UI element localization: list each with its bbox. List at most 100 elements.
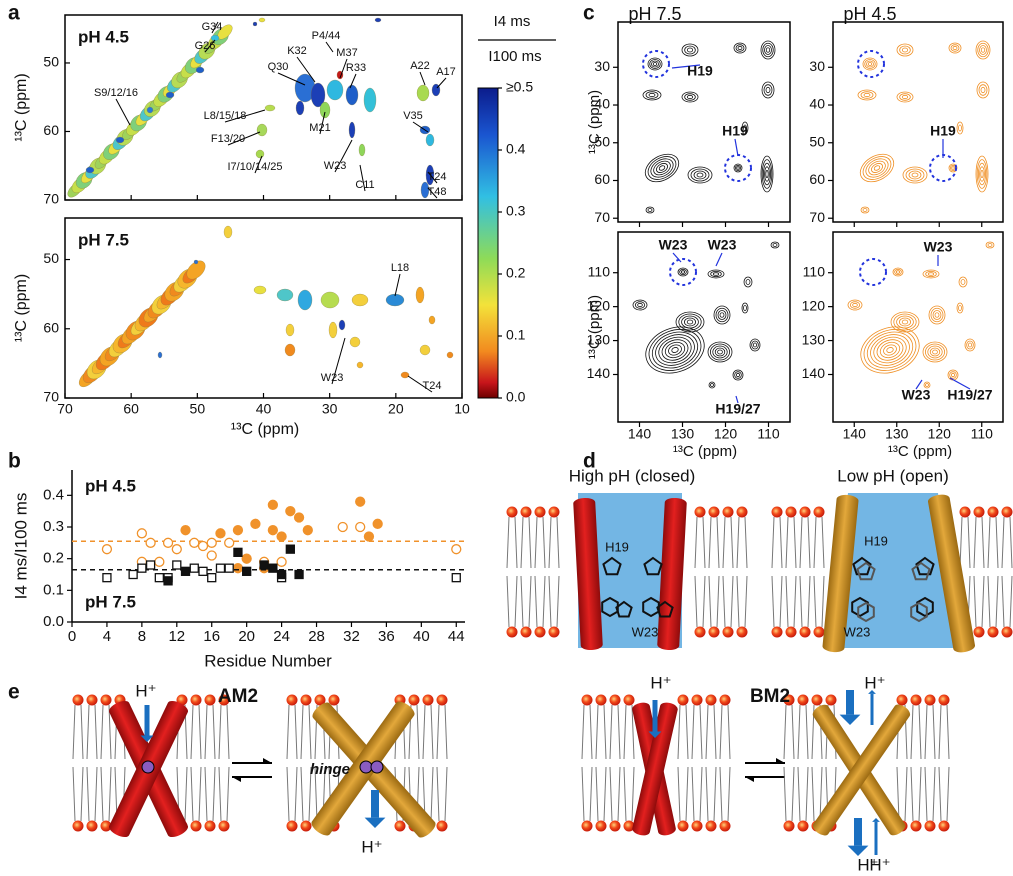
contour xyxy=(883,344,897,356)
contour xyxy=(765,86,771,94)
lipid-tail xyxy=(713,704,717,760)
contour xyxy=(925,270,937,278)
lipid-head xyxy=(300,820,312,832)
data-point xyxy=(128,569,138,580)
data-point xyxy=(276,569,287,580)
contour xyxy=(632,299,648,311)
lipid-tail xyxy=(603,766,607,822)
y-axis-label: ¹³C (ppm) xyxy=(586,295,603,359)
contour xyxy=(866,331,914,369)
contour xyxy=(905,168,925,182)
lipid-tail xyxy=(436,766,440,822)
contour xyxy=(975,40,991,60)
side-chain-ring xyxy=(601,596,619,618)
lipid-head xyxy=(328,694,340,706)
lipid-tail xyxy=(108,704,112,760)
contour xyxy=(901,94,909,100)
lipid-tail xyxy=(967,516,971,569)
lipid-tail xyxy=(436,704,440,760)
lipid-tail xyxy=(226,704,230,760)
contour xyxy=(647,208,653,212)
lipid-tail xyxy=(973,516,977,569)
contour xyxy=(862,208,868,212)
peak-label: F13/20 xyxy=(211,133,245,145)
lipid-head xyxy=(813,626,825,638)
contour xyxy=(925,383,929,387)
contour xyxy=(684,317,697,327)
lipid-tail xyxy=(528,575,532,628)
contour xyxy=(680,270,686,274)
peak-label: A17 xyxy=(436,66,456,78)
lipid-tail xyxy=(730,575,734,628)
lipid-head xyxy=(218,820,230,832)
lipid-tail xyxy=(995,516,999,569)
x-tick-label: 20 xyxy=(388,401,404,417)
peak-label: S9/12/16 xyxy=(94,87,138,99)
lipid-tail xyxy=(981,516,985,569)
equilibrium-arrow-head xyxy=(776,758,785,763)
data-point xyxy=(224,537,235,548)
lipid-head xyxy=(581,820,593,832)
lipid-tail xyxy=(924,766,928,822)
data-point xyxy=(206,537,217,548)
helix-cylinder xyxy=(927,494,976,653)
lipid-head xyxy=(705,820,717,832)
proton-arrow-head xyxy=(648,731,662,738)
lipid-head xyxy=(719,820,731,832)
lipid-head xyxy=(204,820,216,832)
lipid-head xyxy=(100,694,112,706)
peak-label: L8/15/18 xyxy=(204,110,247,122)
lipid-tail xyxy=(821,516,825,569)
lipid-head xyxy=(708,626,720,638)
spectrum-peak xyxy=(258,17,266,23)
spectrum-peak xyxy=(328,321,338,339)
lipid-head xyxy=(938,694,950,706)
lipid-head xyxy=(1001,626,1013,638)
contour xyxy=(987,243,993,247)
lipid-head xyxy=(811,694,823,706)
side-chain-ring xyxy=(916,596,934,618)
lipid-tail xyxy=(212,704,216,760)
proton-label: H⁺ xyxy=(864,673,885,692)
contour xyxy=(866,60,874,68)
contour xyxy=(860,326,920,374)
data-point xyxy=(451,544,462,555)
contour xyxy=(684,93,696,101)
contour xyxy=(879,341,901,359)
side-chain-ring xyxy=(615,600,633,618)
y-tick-label: 50 xyxy=(809,133,825,149)
contour xyxy=(949,371,957,379)
spectrum-peak xyxy=(420,181,430,199)
data-point xyxy=(293,512,305,523)
lipid-tail xyxy=(727,766,731,822)
lipid-head xyxy=(581,694,593,706)
lipid-head xyxy=(506,506,518,518)
lipid-head xyxy=(719,694,731,706)
contour xyxy=(923,381,931,389)
contour xyxy=(651,60,659,68)
hinge-residue xyxy=(141,760,155,774)
annotation-leader xyxy=(734,138,739,157)
lipid-head xyxy=(987,626,999,638)
contour xyxy=(899,45,911,55)
peak-label: M21 xyxy=(309,122,330,134)
peak-leader xyxy=(412,121,429,133)
lipid-tail xyxy=(609,704,613,760)
lipid-tail xyxy=(785,575,789,628)
x-tick-label: 140 xyxy=(843,426,867,442)
x-tick-label: 40 xyxy=(413,628,430,645)
peak-label: G26 xyxy=(195,40,216,52)
residue-label: H19 xyxy=(864,533,888,548)
contour xyxy=(978,162,987,186)
side-chain-ring xyxy=(643,556,663,576)
lipid-tail xyxy=(779,516,783,569)
dotted-circle xyxy=(857,50,885,78)
lipid-head xyxy=(422,694,434,706)
lipid-tail xyxy=(797,766,801,822)
lipid-tail xyxy=(617,704,621,760)
data-point xyxy=(224,563,234,573)
lipid-head xyxy=(785,626,797,638)
contour xyxy=(865,158,889,178)
panel-label: d xyxy=(583,450,596,473)
spectrum-peak xyxy=(319,101,331,119)
